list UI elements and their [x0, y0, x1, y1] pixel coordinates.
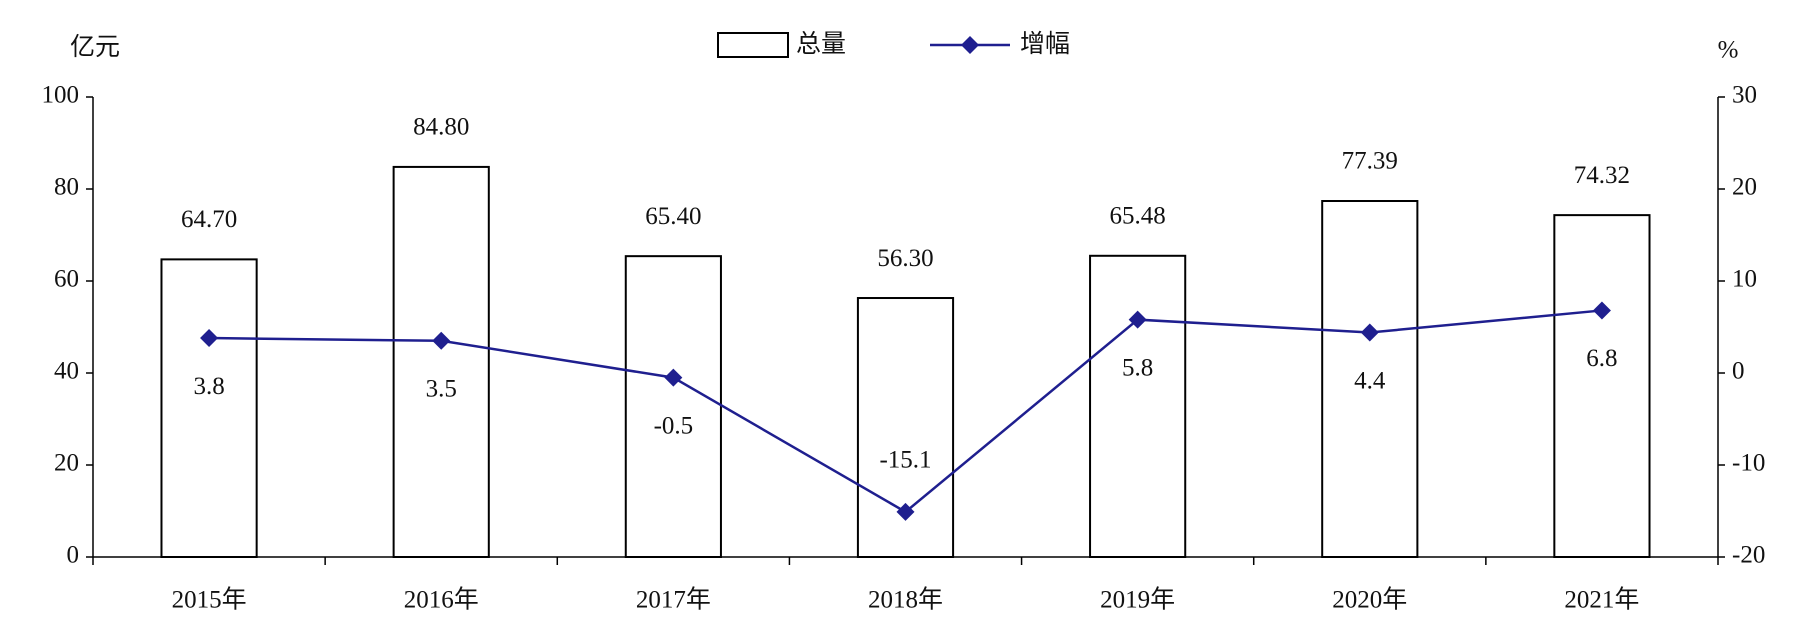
x-tick-label: 2015年 — [172, 586, 247, 614]
line-value-label: 6.8 — [1586, 345, 1617, 372]
bar — [160, 258, 258, 558]
bar — [1321, 200, 1419, 558]
line-value-label: 4.4 — [1354, 367, 1386, 394]
y2-axis-label: % — [1718, 37, 1739, 64]
bar — [624, 255, 722, 558]
legend-label: 总量 — [796, 29, 846, 58]
bar-value-label: 84.80 — [413, 114, 469, 141]
y2-tick-label: -20 — [1732, 542, 1765, 569]
line-marker — [432, 331, 451, 350]
line-value-label: 3.5 — [426, 376, 457, 403]
line-marker — [1128, 310, 1147, 329]
y-tick-label: 20 — [54, 450, 79, 477]
y2-tick-label: -10 — [1732, 450, 1765, 477]
bar — [1089, 254, 1187, 559]
x-tick-label: 2017年 — [636, 586, 711, 614]
bar-value-label: 74.32 — [1574, 162, 1630, 189]
line-marker — [664, 368, 683, 387]
legend-swatch — [717, 32, 789, 58]
line-value-label: -0.5 — [654, 412, 694, 439]
y-tick-label: 40 — [54, 358, 79, 385]
line-marker — [896, 502, 915, 521]
legend-label: 增幅 — [1020, 29, 1070, 58]
y2-tick-label: 30 — [1732, 82, 1757, 109]
y-tick-label: 0 — [67, 542, 80, 569]
y-axis-label: 亿元 — [70, 32, 120, 61]
line-marker — [1360, 323, 1379, 342]
bar — [392, 165, 490, 558]
line-marker — [200, 329, 219, 348]
bar-value-label: 56.30 — [877, 245, 933, 272]
y-tick-label: 60 — [54, 266, 79, 293]
x-tick-label: 2018年 — [868, 586, 943, 614]
bar-value-label: 77.39 — [1342, 148, 1398, 175]
x-tick-label: 2016年 — [404, 586, 479, 614]
y-tick-label: 100 — [42, 82, 80, 109]
y2-tick-label: 10 — [1732, 266, 1757, 293]
x-tick-label: 2019年 — [1100, 586, 1175, 614]
y2-tick-label: 20 — [1732, 174, 1757, 201]
line-value-label: 5.8 — [1122, 354, 1153, 381]
x-tick-label: 2020年 — [1332, 586, 1407, 614]
legend-swatch-marker — [961, 36, 979, 54]
line-value-label: -15.1 — [879, 447, 931, 474]
bar-value-label: 65.40 — [645, 203, 701, 230]
bar — [1553, 214, 1651, 559]
y-tick-label: 80 — [54, 174, 79, 201]
line-value-label: 3.8 — [193, 373, 224, 400]
y2-tick-label: 0 — [1732, 358, 1745, 385]
bar-value-label: 64.70 — [181, 206, 237, 233]
line-marker — [1592, 301, 1611, 320]
bar-value-label: 65.48 — [1110, 203, 1166, 230]
x-tick-label: 2021年 — [1564, 586, 1639, 614]
